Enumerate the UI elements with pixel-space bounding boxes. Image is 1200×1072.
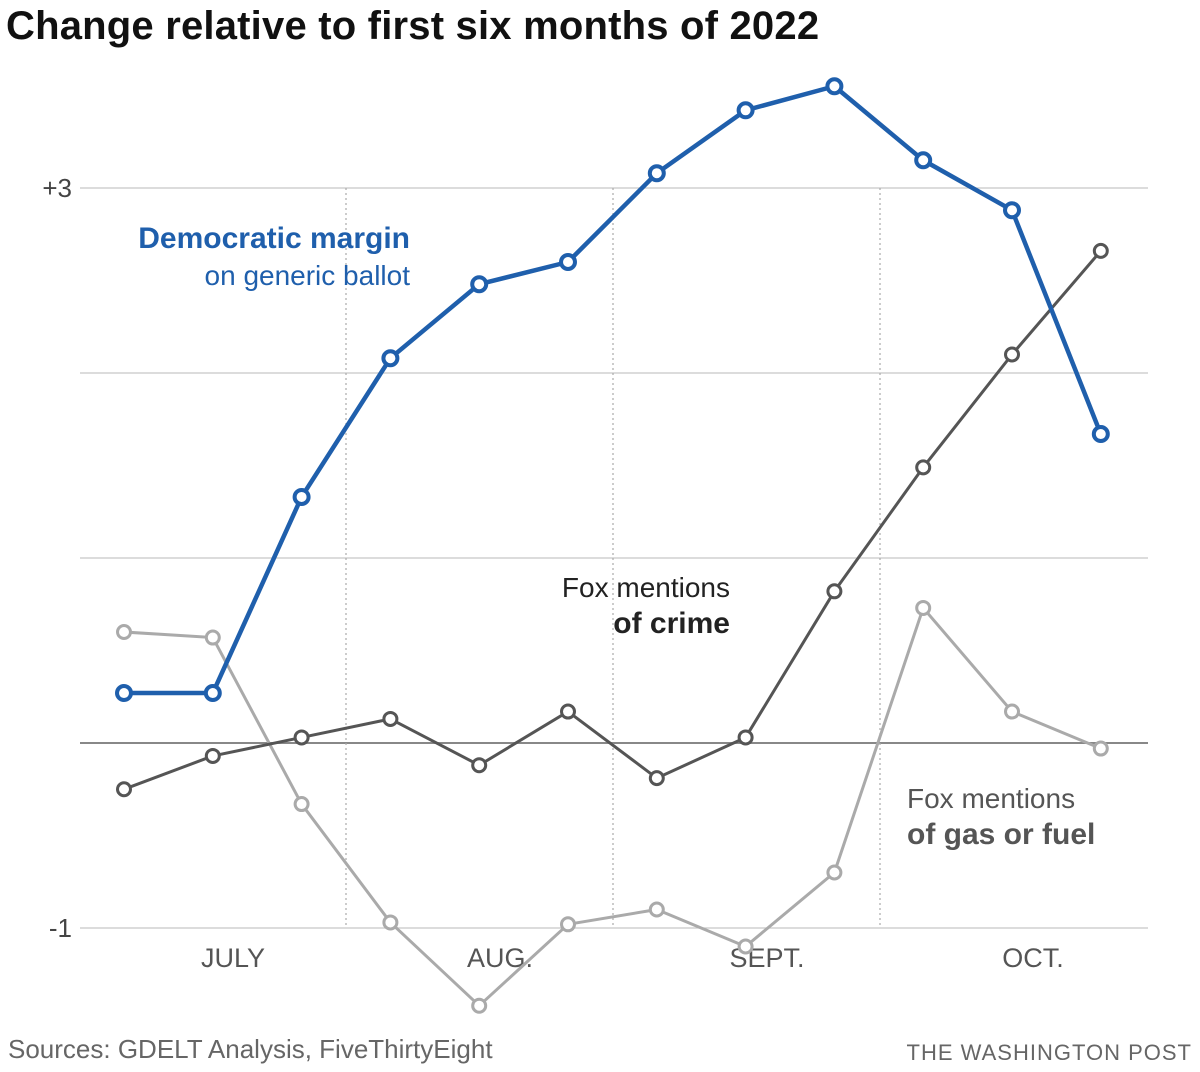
crime-mentions-label: Fox mentions (561, 572, 730, 603)
gas-fuel-mentions-line (123, 606, 1102, 1008)
series-lines (115, 77, 1110, 1014)
gas-fuel-label: of gas or fuel (907, 818, 1096, 851)
crime-mentions-point (1004, 346, 1020, 363)
crime-mentions-point (826, 583, 843, 600)
gas-fuel-mentions-point (293, 796, 310, 813)
crime-mentions-series (116, 242, 1109, 798)
democratic-margin-point (647, 164, 666, 183)
y-tick-label: +3 (42, 173, 72, 203)
gas-fuel-mentions-point (648, 901, 665, 918)
x-tick-label: JULY (201, 943, 265, 973)
gas-fuel-mentions-point (826, 864, 843, 881)
gas-fuel-mentions-point (560, 916, 576, 933)
crime-mentions-point (293, 729, 310, 746)
crime-mentions-point (116, 781, 132, 798)
publisher-credit: THE WASHINGTON POST (906, 1040, 1192, 1065)
x-tick-label: AUG. (467, 943, 533, 973)
crime-mentions-point (382, 710, 399, 727)
crime-mentions-point (204, 747, 221, 764)
crime-mentions-point (1092, 242, 1109, 259)
x-tick-labels: JULY AUG. SEPT. OCT. (201, 943, 1064, 973)
democratic-margin-series (115, 77, 1110, 703)
y-tick-label: -1 (49, 913, 72, 943)
crime-mentions-line (123, 249, 1102, 791)
democratic-margin-point (115, 684, 133, 703)
democratic-margin-point (292, 487, 311, 506)
gas-fuel-mentions-point (1004, 703, 1020, 720)
crime-mentions-point (648, 770, 665, 787)
gas-fuel-mentions-point (382, 914, 399, 931)
gas-fuel-mentions-point (737, 938, 754, 955)
crime-mentions-point (560, 703, 576, 720)
crime-label: of crime (613, 607, 730, 640)
democratic-margin-point (736, 101, 755, 120)
gas-annotation: Fox mentions of gas or fuel (907, 781, 1095, 854)
gas-fuel-mentions-point (116, 624, 132, 640)
democratic-margin-point (1091, 425, 1110, 444)
gas-fuel-mentions-point (204, 629, 221, 646)
crime-mentions-point (915, 459, 932, 476)
democratic-margin-point (914, 151, 933, 170)
chart-title: Change relative to first six months of 2… (6, 4, 820, 48)
gas-fuel-mentions-point (1092, 740, 1109, 757)
democratic-margin-point (203, 684, 222, 703)
x-tick-label: OCT. (1002, 943, 1064, 973)
crime-mentions-point (737, 729, 754, 746)
gas-fuel-mentions-point (915, 599, 932, 616)
democratic-margin-label: Democratic margin (138, 222, 410, 255)
y-tick-labels: +3 -1 (42, 173, 72, 943)
democratic-margin-point (470, 275, 489, 294)
democratic-margin-point (381, 349, 400, 368)
democratic-margin-point (559, 253, 577, 271)
democratic-margin-point (1003, 201, 1021, 220)
generic-ballot-label: on generic ballot (204, 259, 410, 291)
crime-annotation: Fox mentions of crime (0, 570, 730, 643)
gas-mentions-label: Fox mentions (907, 783, 1076, 814)
democratic-margin-annotation: Democratic margin on generic ballot (0, 220, 410, 293)
crime-mentions-point (471, 757, 488, 774)
democratic-margin-line (124, 84, 1103, 696)
month-dividers (345, 188, 881, 928)
democratic-margin-point (825, 77, 844, 96)
gas-fuel-mentions-point (471, 997, 488, 1014)
sources-note: Sources: GDELT Analysis, FiveThirtyEight (8, 1034, 493, 1064)
gas-fuel-mentions-series (116, 599, 1109, 1014)
